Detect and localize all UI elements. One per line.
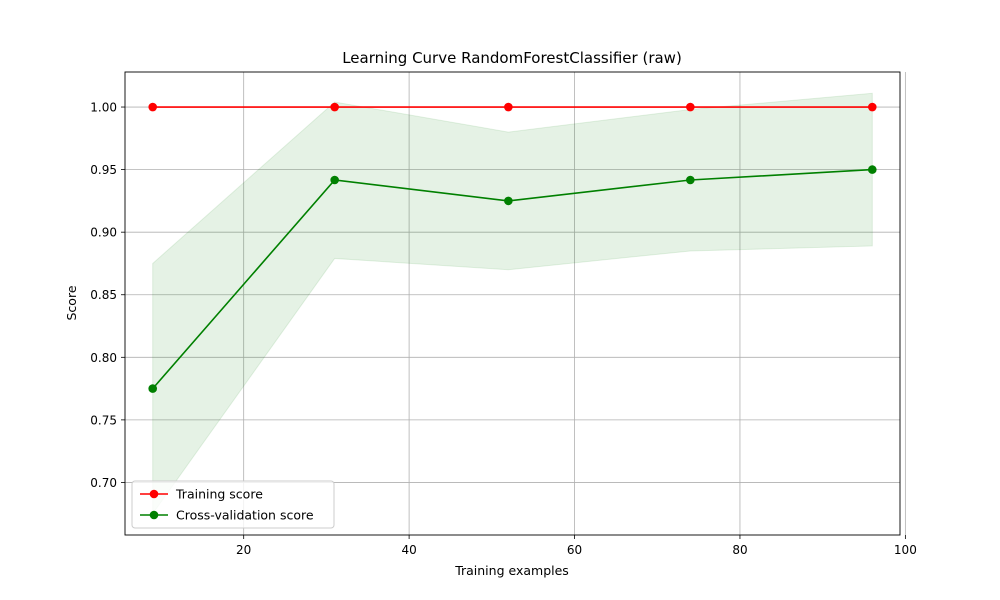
data-point: [148, 384, 158, 393]
x-tick-label: 20: [236, 543, 251, 557]
y-tick-label: 0.80: [90, 351, 117, 365]
y-tick-label: 0.85: [90, 288, 117, 302]
legend-label: Cross-validation score: [176, 508, 314, 523]
legend-label: Training score: [175, 487, 263, 502]
x-tick-label: 100: [894, 543, 917, 557]
axes-frame: [124, 71, 901, 536]
data-point: [686, 175, 695, 185]
x-tick-label: 60: [567, 543, 582, 557]
legend-box: [131, 480, 335, 529]
data-point: [686, 102, 695, 112]
confidence-band: [152, 92, 873, 516]
data-point: [330, 102, 339, 112]
y-tick-label: 0.75: [90, 413, 117, 427]
data-point: [504, 102, 513, 112]
y-tick-label: 0.90: [90, 226, 117, 240]
x-axis-label: Training examples: [454, 563, 569, 578]
data-point: [330, 175, 339, 185]
legend-marker: [149, 510, 159, 520]
y-tick-label: 0.70: [90, 476, 117, 490]
plot-area: 20 40 60 80 100 0.70 0.75 0.80 0.85 0.90 0.95 1.00 T…: [90, 71, 917, 557]
y-axis-label: Score: [64, 285, 79, 320]
legend-marker: [149, 489, 159, 499]
chart-title: Learning Curve RandomForestClassifier (r…: [342, 49, 682, 67]
data-point: [867, 165, 877, 174]
x-tick-label: 40: [401, 543, 416, 557]
x-tick-label: 80: [732, 543, 747, 557]
data-point: [504, 196, 513, 206]
data-point: [148, 102, 158, 112]
data-point: [867, 102, 877, 112]
y-tick-label: 0.95: [90, 163, 117, 177]
y-tick-label: 1.00: [90, 101, 117, 115]
legend: Training score Cross-validation score: [131, 480, 335, 529]
